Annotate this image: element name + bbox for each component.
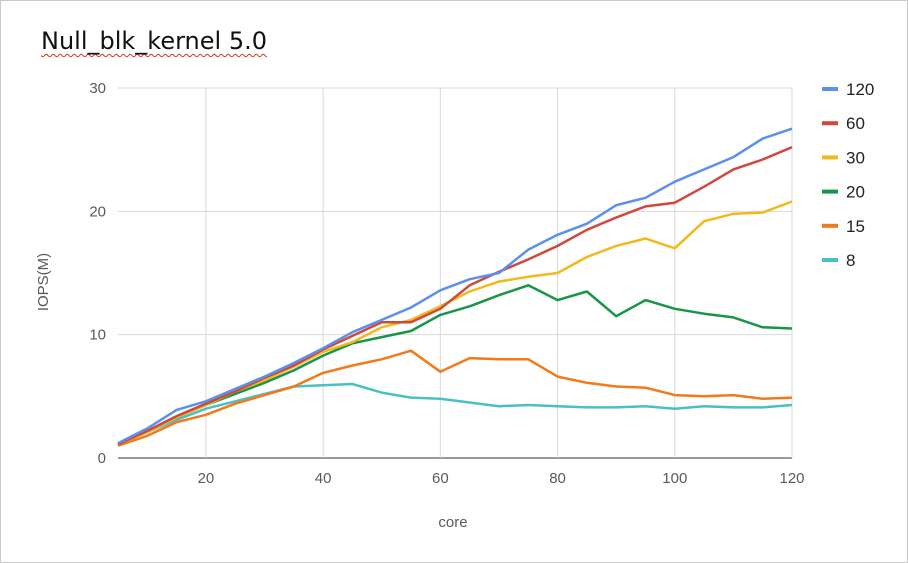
y-tick-label: 30 [89,80,106,97]
y-tick-label: 20 [89,203,106,220]
x-axis-title: core [438,514,467,531]
series-line-15 [117,349,793,447]
legend-label-120: 120 [846,80,874,99]
series-lines [117,127,793,447]
x-tick-label: 60 [432,470,449,487]
x-tick-label: 40 [315,470,332,487]
y-axis-title: IOPS(M) [35,253,52,311]
grid-lines [118,87,793,459]
x-tick-label: 120 [779,470,804,487]
chart-title: Null_blk_kernel 5.0 [41,27,267,55]
series-line-60 [117,146,793,446]
legend-label-8: 8 [846,251,855,270]
series-line-120 [117,127,793,445]
legend-label-30: 30 [846,148,865,167]
legend-label-20: 20 [846,183,865,202]
x-tick-labels: 20 40 60 80 100 120 [198,470,805,487]
legend-label-60: 60 [846,114,865,133]
x-tick-label: 20 [198,470,215,487]
y-tick-labels: 0 10 20 30 [89,80,106,467]
y-tick-label: 10 [89,327,106,344]
legend-label-15: 15 [846,217,865,236]
x-tick-label: 100 [662,470,687,487]
series-line-20 [117,284,793,446]
series-line-8 [117,382,793,446]
legend: 120 60 30 20 15 8 [822,80,874,270]
x-tick-label: 80 [549,470,566,487]
y-tick-label: 0 [98,450,106,467]
